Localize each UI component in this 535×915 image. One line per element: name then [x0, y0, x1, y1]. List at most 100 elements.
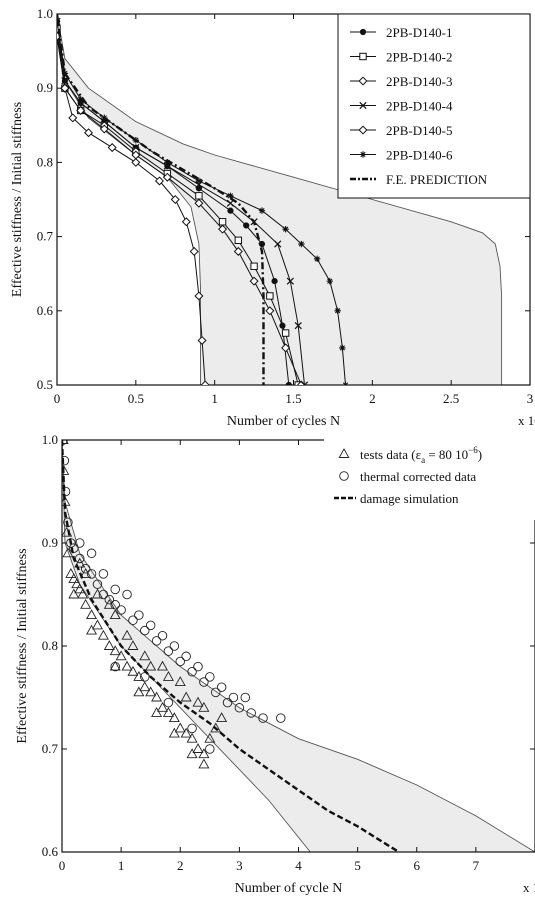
data-point	[151, 707, 163, 717]
data-point	[132, 143, 140, 152]
data-point	[187, 723, 197, 734]
data-point	[109, 660, 121, 671]
data-point	[156, 701, 169, 712]
data-point	[200, 380, 210, 385]
data-point	[74, 538, 85, 548]
data-point	[265, 306, 275, 316]
data-point	[249, 276, 259, 286]
data-point	[294, 322, 302, 330]
data-point	[97, 629, 109, 640]
x-tick-label: 4	[295, 858, 302, 873]
data-point	[62, 455, 70, 466]
y-tick-label: 0.9	[37, 80, 53, 95]
data-point	[68, 573, 80, 583]
data-point	[74, 583, 86, 594]
data-point	[91, 619, 103, 630]
data-point	[210, 687, 221, 698]
legend-marker	[358, 76, 368, 86]
data-point	[60, 83, 70, 93]
y-tick-label: 0.9	[42, 535, 58, 550]
y-axis-title: Effective stiffness / Initial stiffness	[15, 548, 30, 743]
data-point	[71, 578, 83, 589]
legend-label-sub: a	[421, 455, 425, 465]
data-point	[162, 670, 174, 681]
data-point	[104, 594, 115, 605]
data-point	[286, 277, 294, 285]
x-tick-label: 3	[236, 858, 243, 873]
data-point	[198, 748, 210, 759]
legend-label-part: thermal corrected data	[360, 469, 476, 484]
data-point	[145, 620, 156, 631]
data-point	[86, 569, 97, 579]
data-point	[151, 691, 163, 702]
data-point	[99, 124, 109, 134]
data-point	[103, 598, 115, 609]
data-point	[326, 277, 333, 285]
x-tick-label: 2	[177, 858, 184, 873]
legend-marker	[359, 151, 367, 158]
legend-label: 2PB-D140-3	[386, 74, 452, 89]
y-tick-label: 0.7	[37, 229, 54, 244]
x-tick-label: 2	[369, 391, 376, 406]
data-point	[195, 192, 203, 200]
data-point	[194, 291, 204, 301]
series-line	[62, 440, 400, 852]
data-point	[145, 686, 157, 697]
legend-marker	[359, 101, 367, 110]
legend-label-part: )	[478, 447, 482, 462]
data-point	[121, 660, 133, 671]
data-point	[115, 650, 127, 661]
legend-label-part: tests data (ε	[360, 447, 422, 462]
data-point	[195, 177, 203, 185]
data-point	[134, 610, 144, 620]
data-point	[246, 708, 256, 718]
legend-marker	[359, 52, 367, 61]
data-point	[168, 727, 180, 738]
y-tick-label: 0.6	[42, 844, 59, 859]
legend-label: tests data (εa = 80 10−6)	[360, 445, 482, 465]
x-tick-label: 0.5	[128, 391, 144, 406]
data-point	[187, 667, 197, 677]
x-tick-label: 1	[118, 858, 125, 873]
data-point	[86, 548, 97, 559]
legend-box	[324, 436, 535, 520]
data-point	[139, 650, 151, 661]
x-multiplier: x 106	[518, 410, 535, 428]
data-point	[91, 588, 103, 599]
y-tick-label: 0.8	[42, 638, 58, 653]
data-point	[180, 727, 192, 738]
data-point	[74, 553, 85, 564]
data-point	[274, 240, 282, 248]
data-point	[140, 625, 150, 636]
x-tick-label: 3	[527, 391, 534, 406]
data-point	[122, 589, 132, 600]
legend-label: 2PB-D140-6	[386, 148, 453, 163]
data-point	[61, 70, 69, 77]
series-0	[62, 440, 228, 769]
data-point	[156, 660, 169, 671]
data-point	[151, 636, 162, 646]
legend-marker	[338, 448, 350, 458]
data-point	[154, 176, 164, 186]
legend-label: 2PB-D140-2	[386, 50, 452, 65]
data-point	[250, 262, 258, 270]
data-point	[98, 569, 109, 579]
data-point	[228, 692, 239, 703]
x-multiplier: x 10	[523, 880, 535, 895]
data-point	[169, 641, 180, 651]
data-point	[80, 598, 92, 609]
data-point	[186, 748, 198, 759]
x-tick-label: 2.5	[443, 391, 459, 406]
y-tick-label: 0.8	[37, 154, 53, 169]
data-point	[121, 629, 133, 640]
legend-label-sup: −6	[468, 445, 478, 455]
data-point	[62, 464, 70, 475]
data-point	[334, 307, 341, 314]
data-point	[197, 335, 207, 345]
data-point	[98, 589, 109, 600]
data-point	[80, 567, 92, 578]
data-point	[68, 588, 80, 599]
data-point	[168, 712, 180, 723]
data-point	[110, 600, 120, 610]
data-point	[174, 722, 186, 733]
